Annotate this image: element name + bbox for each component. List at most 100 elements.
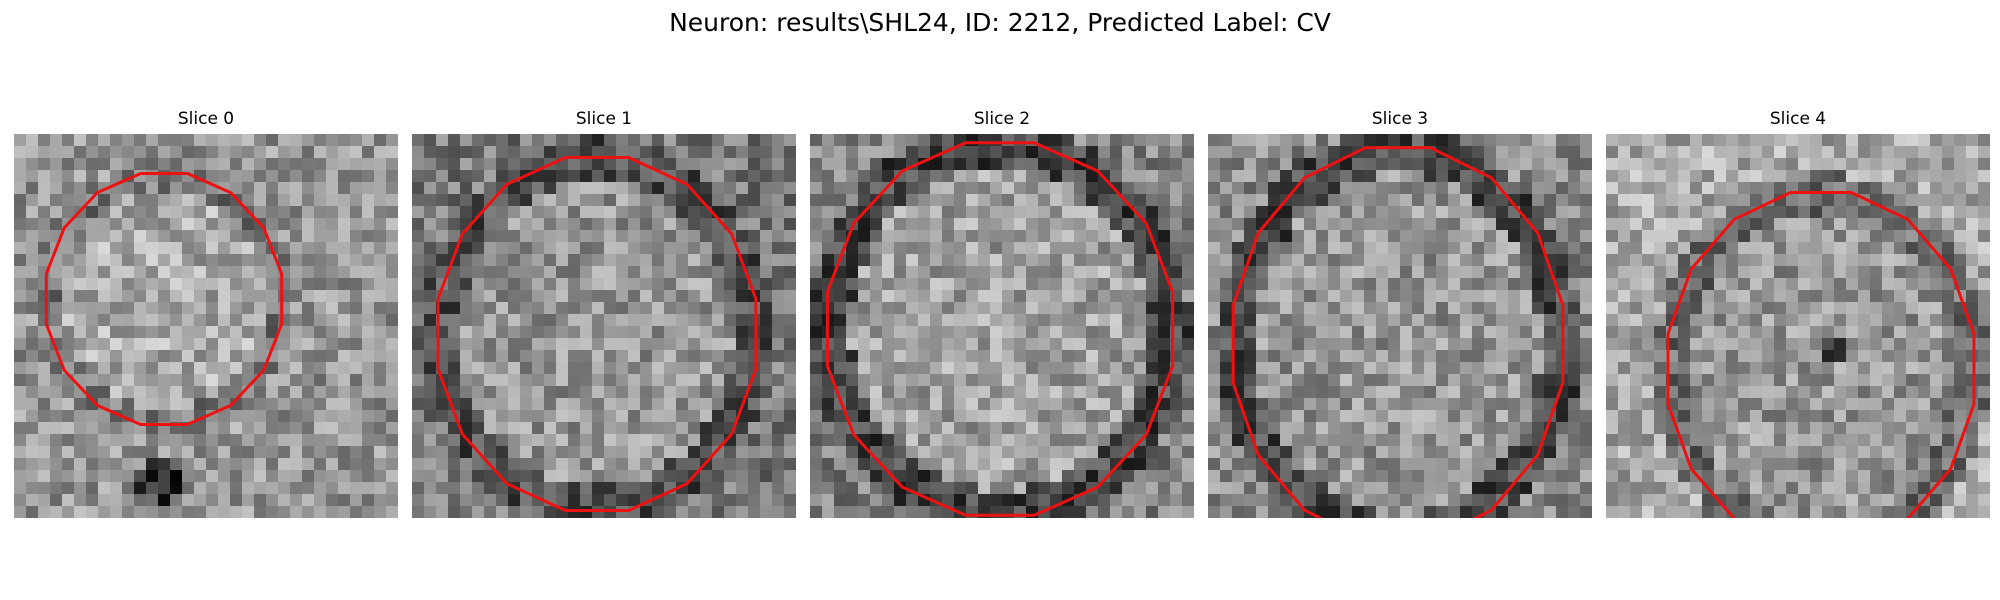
pixel-tile — [930, 362, 943, 375]
pixel-tile — [254, 398, 267, 411]
pixel-tile — [1690, 314, 1703, 327]
pixel-tile — [74, 218, 87, 231]
pixel-tile — [736, 206, 749, 219]
pixel-tile — [846, 194, 859, 207]
pixel-tile — [1110, 254, 1123, 267]
pixel-tile — [604, 206, 617, 219]
pixel-tile — [1244, 374, 1257, 387]
pixel-tile — [664, 410, 677, 423]
pixel-tile — [1714, 206, 1727, 219]
pixel-tile — [484, 326, 497, 339]
pixel-tile — [182, 386, 195, 399]
pixel-tile — [1002, 446, 1015, 459]
pixel-tile — [302, 434, 315, 447]
pixel-tile — [1918, 362, 1931, 375]
pixel-tile — [122, 362, 135, 375]
pixel-tile — [1268, 230, 1281, 243]
pixel-tile — [98, 254, 111, 267]
pixel-tile — [1232, 470, 1245, 483]
pixel-tile — [846, 290, 859, 303]
pixel-tile — [50, 494, 63, 507]
pixel-tile — [1232, 446, 1245, 459]
pixel-tile — [870, 434, 883, 447]
pixel-tile — [1508, 506, 1521, 518]
pixel-tile — [894, 266, 907, 279]
pixel-tile — [942, 494, 955, 507]
pixel-tile — [870, 158, 883, 171]
pixel-tile — [1086, 134, 1099, 147]
pixel-tile — [266, 446, 279, 459]
pixel-tile — [1702, 182, 1715, 195]
pixel-tile — [146, 398, 159, 411]
pixel-tile — [592, 446, 605, 459]
pixel-tile — [1606, 182, 1619, 195]
pixel-tile — [1954, 314, 1967, 327]
pixel-tile — [700, 302, 713, 315]
pixel-tile — [1654, 266, 1667, 279]
pixel-tile — [182, 434, 195, 447]
pixel-tile — [930, 410, 943, 423]
pixel-tile — [954, 206, 967, 219]
pixel-tile — [1822, 326, 1835, 339]
pixel-tile — [1520, 194, 1533, 207]
pixel-tile — [1074, 350, 1087, 363]
pixel-tile — [1388, 458, 1401, 471]
pixel-tile — [1726, 386, 1739, 399]
pixel-tile — [74, 446, 87, 459]
pixel-tile — [1220, 266, 1233, 279]
pixel-tile — [556, 458, 569, 471]
pixel-tile — [834, 362, 847, 375]
pixel-tile — [1568, 206, 1581, 219]
pixel-tile — [1424, 278, 1437, 291]
pixel-tile — [858, 458, 871, 471]
pixel-tile — [1376, 398, 1389, 411]
pixel-tile — [592, 482, 605, 495]
pixel-tile — [990, 218, 1003, 231]
pixel-tile — [1110, 158, 1123, 171]
pixel-tile — [1134, 458, 1147, 471]
pixel-tile — [870, 314, 883, 327]
pixel-tile — [990, 494, 1003, 507]
pixel-tile — [1340, 326, 1353, 339]
pixel-tile — [170, 134, 183, 147]
pixel-tile — [508, 386, 521, 399]
pixel-tile — [242, 422, 255, 435]
pixel-tile — [362, 470, 375, 483]
pixel-tile — [652, 410, 665, 423]
pixel-tile — [784, 182, 796, 195]
pixel-tile — [1232, 326, 1245, 339]
pixel-tile — [182, 446, 195, 459]
pixel-tile — [1134, 266, 1147, 279]
pixel-tile — [1472, 146, 1485, 159]
pixel-tile — [1580, 266, 1592, 279]
pixel-tile — [484, 194, 497, 207]
pixel-tile — [676, 326, 689, 339]
pixel-tile — [182, 242, 195, 255]
pixel-tile — [870, 374, 883, 387]
pixel-tile — [170, 290, 183, 303]
pixel-tile — [1182, 482, 1194, 495]
pixel-tile — [676, 422, 689, 435]
pixel-tile — [544, 374, 557, 387]
pixel-tile — [1280, 170, 1293, 183]
pixel-tile — [1388, 422, 1401, 435]
pixel-tile — [532, 266, 545, 279]
pixel-tile — [170, 338, 183, 351]
pixel-tile — [1256, 434, 1269, 447]
pixel-tile — [472, 314, 485, 327]
pixel-tile — [1026, 398, 1039, 411]
pixel-tile — [736, 182, 749, 195]
pixel-tile — [182, 398, 195, 411]
pixel-tile — [616, 290, 629, 303]
pixel-tile — [1690, 422, 1703, 435]
pixel-tile — [628, 302, 641, 315]
pixel-tile — [302, 410, 315, 423]
pixel-tile — [1702, 326, 1715, 339]
pixel-tile — [1304, 398, 1317, 411]
pixel-tile — [858, 302, 871, 315]
pixel-tile — [1834, 422, 1847, 435]
pixel-tile — [580, 146, 593, 159]
pixel-tile — [374, 386, 387, 399]
pixel-tile — [1568, 458, 1581, 471]
pixel-tile — [846, 278, 859, 291]
